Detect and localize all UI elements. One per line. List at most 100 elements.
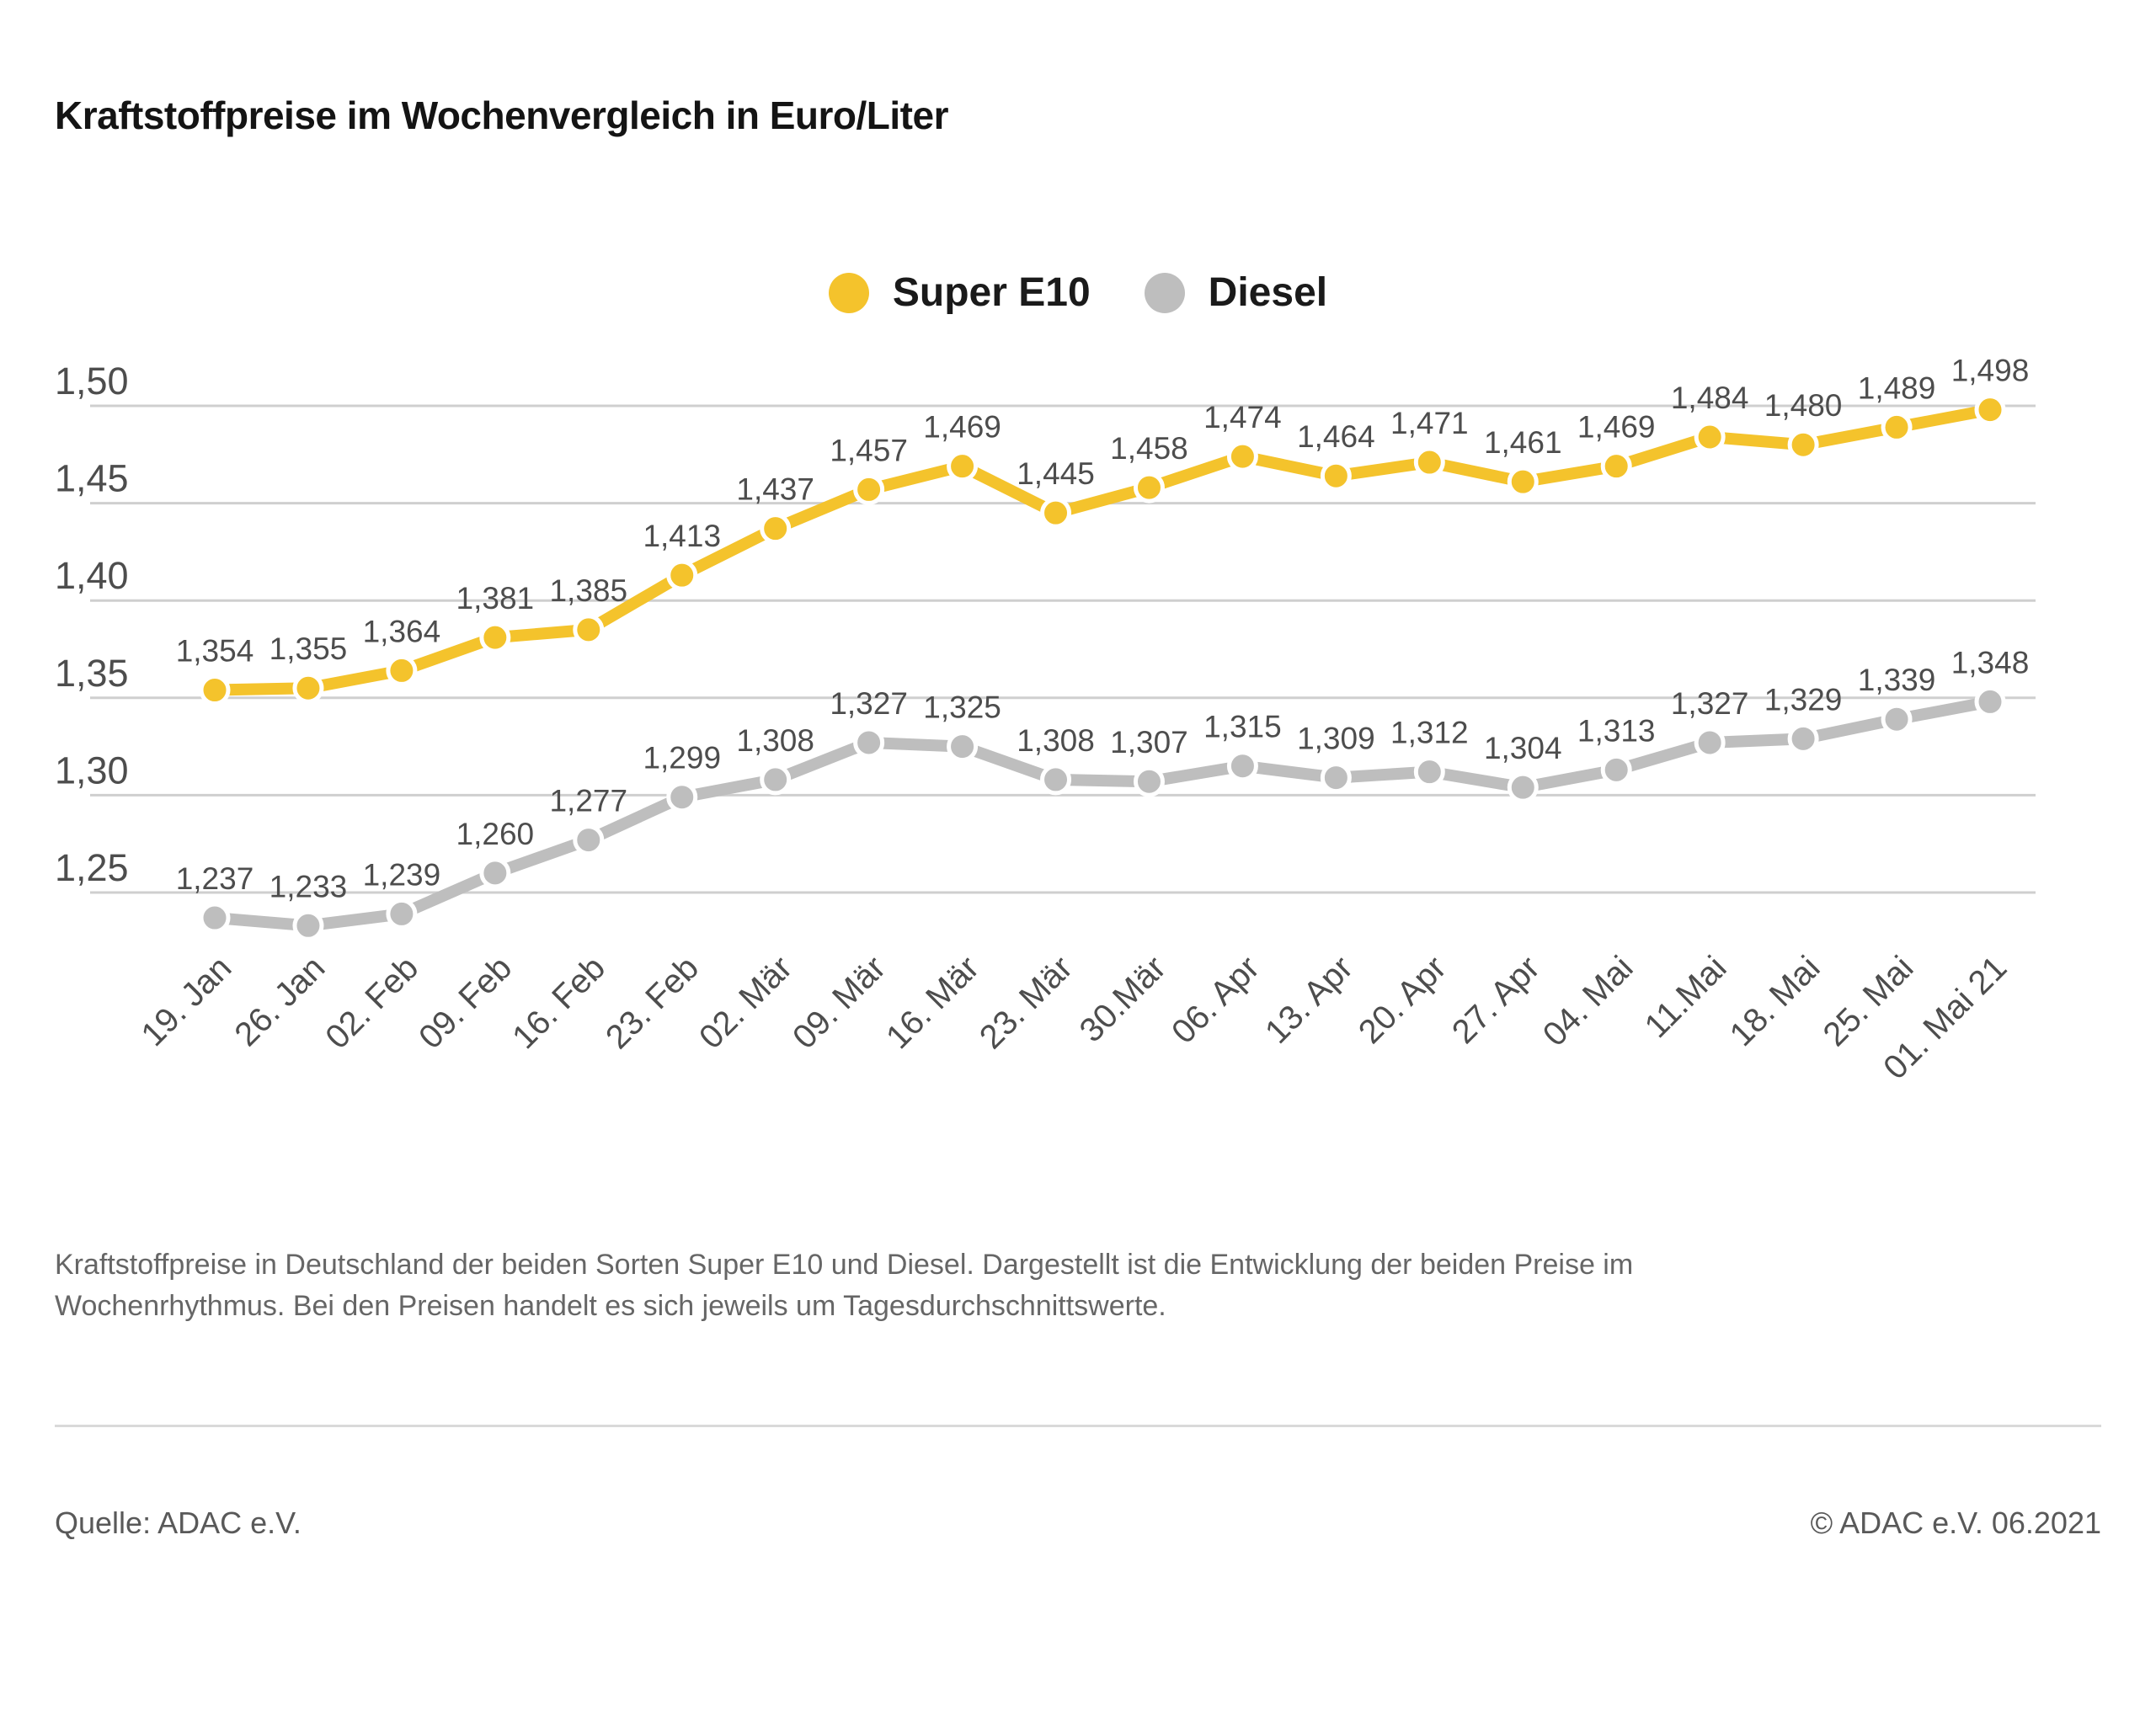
diesel-point bbox=[1507, 771, 1539, 803]
super-e10-value-label: 1,437 bbox=[736, 472, 814, 507]
diesel-point bbox=[573, 824, 605, 856]
super-e10-swatch-icon bbox=[828, 272, 869, 313]
chart-description-line-2: Wochenrhythmus. Bei den Preisen handelt … bbox=[55, 1289, 1166, 1322]
super-e10-point bbox=[1600, 450, 1632, 482]
super-e10-value-label: 1,469 bbox=[923, 410, 1001, 445]
super-e10-value-label: 1,413 bbox=[643, 519, 721, 553]
super-e10-value-label: 1,464 bbox=[1297, 419, 1375, 454]
x-axis-label: 02. Mär bbox=[692, 949, 799, 1056]
x-axis-label: 11.Mai bbox=[1638, 949, 1734, 1045]
diesel-point bbox=[1694, 727, 1726, 759]
diesel-value-label: 1,299 bbox=[643, 741, 721, 775]
diesel-value-label: 1,239 bbox=[363, 857, 441, 892]
legend-label-super-e10: Super E10 bbox=[892, 270, 1091, 315]
super-e10-value-label: 1,445 bbox=[1017, 456, 1095, 491]
super-e10-point bbox=[1694, 421, 1726, 453]
legend-label-diesel: Diesel bbox=[1208, 270, 1328, 315]
super-e10-point bbox=[1413, 446, 1445, 478]
x-axis-label: 20. Apr bbox=[1352, 949, 1454, 1051]
y-axis-tick-label: 1,25 bbox=[55, 846, 129, 889]
diesel-value-label: 1,308 bbox=[1017, 723, 1095, 758]
diesel-value-label: 1,327 bbox=[830, 686, 908, 721]
y-axis-tick-label: 1,30 bbox=[55, 749, 129, 791]
diesel-value-label: 1,277 bbox=[549, 784, 627, 818]
diesel-point bbox=[479, 857, 511, 889]
x-axis-label: 01. Mai 21 bbox=[1876, 949, 2014, 1086]
super-e10-point bbox=[573, 614, 605, 646]
diesel-point bbox=[853, 727, 885, 759]
super-e10-point bbox=[1787, 429, 1819, 461]
y-axis-tick-label: 1,40 bbox=[55, 554, 129, 597]
diesel-point bbox=[760, 764, 792, 796]
super-e10-point bbox=[1133, 472, 1165, 504]
diesel-point bbox=[1226, 750, 1258, 782]
x-axis-label: 02. Feb bbox=[318, 949, 425, 1056]
super-e10-value-label: 1,458 bbox=[1110, 431, 1188, 466]
super-e10-point bbox=[853, 473, 885, 505]
x-axis-label: 30.Mär bbox=[1073, 949, 1173, 1049]
super-e10-point bbox=[1881, 411, 1913, 443]
diesel-value-label: 1,307 bbox=[1110, 725, 1188, 759]
x-axis-label: 16. Feb bbox=[505, 949, 612, 1056]
super-e10-value-label: 1,461 bbox=[1484, 425, 1562, 460]
diesel-value-label: 1,327 bbox=[1671, 686, 1749, 721]
chart-description: Kraftstoffpreise in Deutschland der beid… bbox=[55, 1244, 1633, 1327]
y-axis-tick-label: 1,35 bbox=[55, 652, 129, 695]
x-axis-label: 25. Mai bbox=[1817, 949, 1921, 1053]
x-axis-label: 04. Mai bbox=[1536, 949, 1641, 1053]
super-e10-value-label: 1,489 bbox=[1858, 370, 1936, 405]
y-axis-tick-label: 1,45 bbox=[55, 457, 129, 500]
super-e10-value-label: 1,474 bbox=[1203, 400, 1282, 434]
x-axis-label: 26. Jan bbox=[227, 949, 332, 1053]
super-e10-value-label: 1,471 bbox=[1390, 406, 1469, 440]
diesel-point bbox=[1040, 764, 1072, 796]
super-e10-point bbox=[386, 654, 418, 686]
super-e10-point bbox=[666, 559, 698, 591]
diesel-value-label: 1,304 bbox=[1484, 731, 1562, 765]
chart-legend: Super E10 Diesel bbox=[0, 269, 2156, 316]
x-axis-label: 09. Feb bbox=[412, 949, 519, 1056]
x-axis-label: 16. Mär bbox=[879, 949, 986, 1056]
x-axis-label: 18. Mai bbox=[1723, 949, 1828, 1053]
source-label: Quelle: ADAC e.V. bbox=[55, 1505, 302, 1540]
diesel-point bbox=[1787, 722, 1819, 754]
super-e10-point bbox=[1974, 394, 2006, 426]
diesel-point bbox=[666, 781, 698, 813]
diesel-point bbox=[1133, 765, 1165, 797]
x-axis-label: 23. Feb bbox=[599, 949, 706, 1056]
legend-item-diesel: Diesel bbox=[1144, 269, 1328, 316]
x-axis-label: 09. Mär bbox=[786, 949, 893, 1056]
diesel-value-label: 1,348 bbox=[1951, 645, 2030, 679]
super-e10-point bbox=[479, 621, 511, 653]
super-e10-value-label: 1,457 bbox=[830, 433, 908, 467]
super-e10-point bbox=[947, 450, 979, 482]
diesel-point bbox=[1881, 703, 1913, 735]
divider bbox=[55, 1425, 2101, 1427]
x-axis-label: 23. Mär bbox=[973, 949, 1080, 1056]
diesel-value-label: 1,312 bbox=[1390, 716, 1469, 750]
diesel-point bbox=[292, 909, 324, 941]
super-e10-value-label: 1,484 bbox=[1671, 381, 1749, 415]
super-e10-point bbox=[1507, 466, 1539, 498]
chart-description-line-1: Kraftstoffpreise in Deutschland der beid… bbox=[55, 1249, 1634, 1281]
super-e10-value-label: 1,354 bbox=[176, 634, 254, 669]
diesel-line bbox=[209, 695, 1996, 932]
diesel-value-label: 1,339 bbox=[1858, 663, 1936, 697]
diesel-swatch-icon bbox=[1144, 272, 1185, 313]
diesel-value-label: 1,308 bbox=[736, 723, 814, 758]
super-e10-value-label: 1,480 bbox=[1764, 388, 1843, 423]
super-e10-value-label: 1,364 bbox=[363, 614, 441, 648]
diesel-value-label: 1,315 bbox=[1203, 710, 1282, 744]
diesel-value-label: 1,329 bbox=[1764, 682, 1843, 717]
super-e10-value-label: 1,355 bbox=[270, 632, 348, 666]
diesel-value-label: 1,260 bbox=[456, 817, 535, 851]
diesel-value-label: 1,237 bbox=[176, 861, 254, 896]
super-e10-value-label: 1,498 bbox=[1951, 354, 2030, 388]
x-axis-label: 27. Apr bbox=[1445, 949, 1547, 1051]
super-e10-point bbox=[760, 513, 792, 545]
diesel-point bbox=[1413, 756, 1445, 788]
super-e10-point bbox=[1040, 497, 1072, 529]
super-e10-point bbox=[199, 674, 231, 706]
